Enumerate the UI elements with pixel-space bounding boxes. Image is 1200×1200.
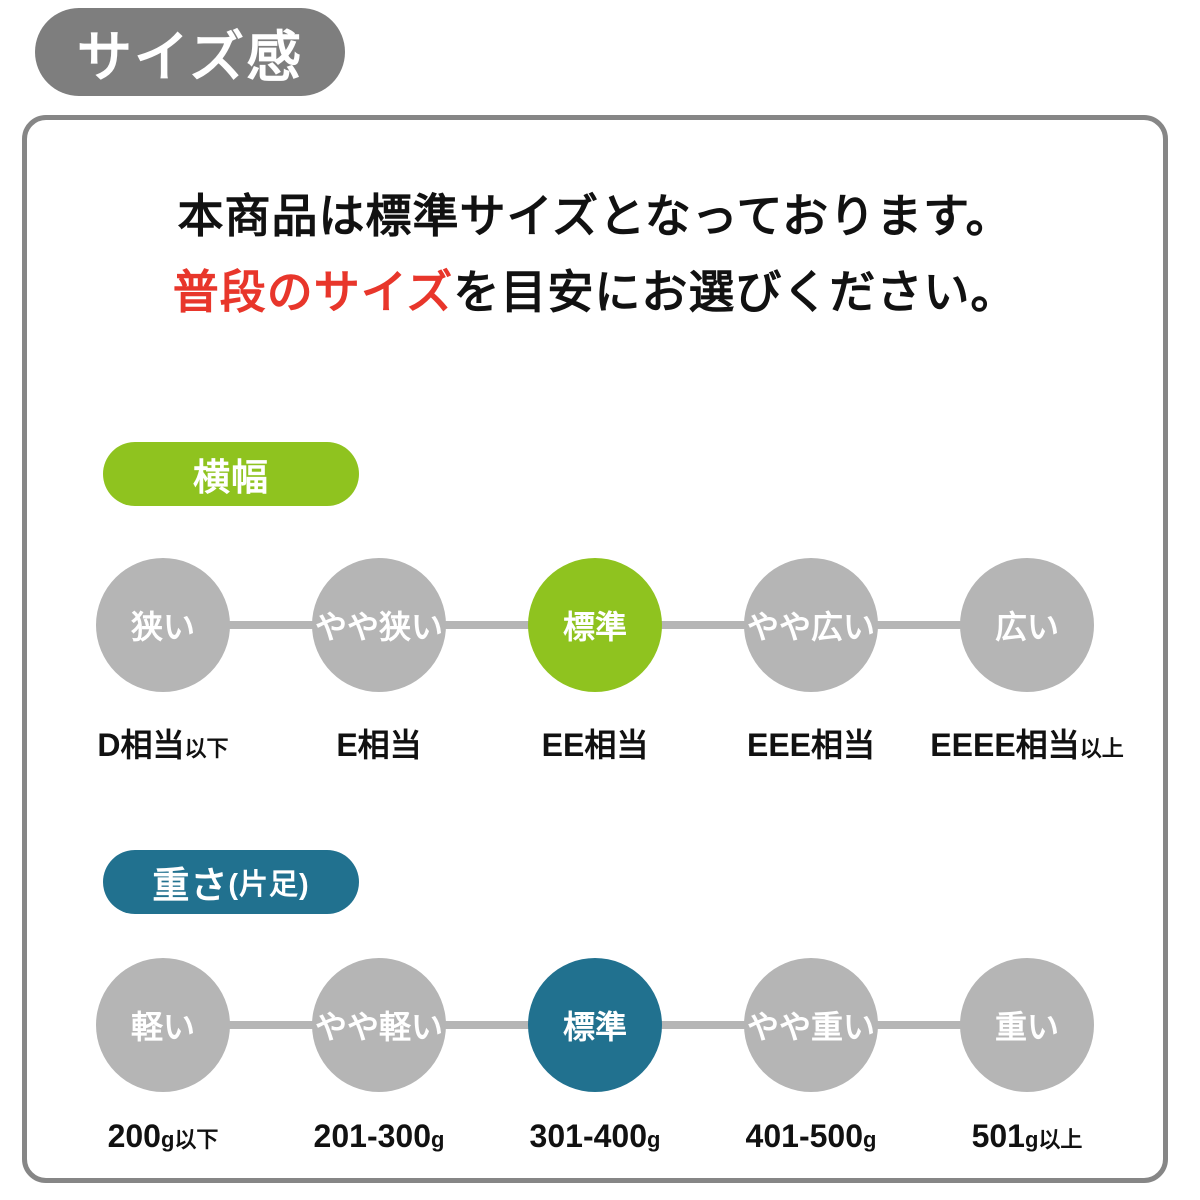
weight-dot-slightly-heavy: やや重い (744, 958, 878, 1092)
intro-line-1: 本商品は標準サイズとなっております。 (177, 190, 1013, 242)
weight-dot-heavy: 重い (960, 958, 1094, 1092)
page-title: サイズ感 (76, 26, 304, 88)
intro-line-2: 普段のサイズを目安にお選びください。 (27, 254, 1163, 330)
weight-label-5-suffix: g以上 (1024, 1126, 1083, 1152)
weight-scale-badge: 重さ (片足) (103, 850, 359, 914)
width-scale-labels: D相当 以下 E相当 EE相当 EEE相当 EEEE相当 以上 (55, 720, 1135, 766)
page-title-badge: サイズ感 (35, 8, 345, 96)
width-step-cell: 広い (919, 558, 1135, 692)
weight-label-3-suffix: g (646, 1126, 661, 1152)
weight-dot-standard-active: 標準 (528, 958, 662, 1092)
content-frame: 本商品は標準サイズとなっております。 普段のサイズを目安にお選びください。 横幅… (22, 115, 1168, 1183)
weight-dot-slightly-light: やや軽い (312, 958, 446, 1092)
width-dot-standard-active: 標準 (528, 558, 662, 692)
width-label-cell: EEE相当 (703, 720, 919, 766)
width-label-1-main: D相当 (97, 727, 185, 763)
width-label-1-suffix: 以下 (184, 736, 229, 761)
width-label-3: EE相当 (542, 720, 649, 766)
intro-rest: を目安にお選びください。 (453, 266, 1018, 318)
width-step-cell: 狭い (55, 558, 271, 692)
width-dot-wide: 広い (960, 558, 1094, 692)
width-label-cell: E相当 (271, 720, 487, 766)
weight-label-5-main: 501 (971, 1117, 1025, 1154)
weight-step-cell: 重い (919, 958, 1135, 1092)
weight-label-5: 501 g以上 (972, 1118, 1083, 1155)
width-label-4: EEE相当 (747, 720, 875, 766)
width-label-5-main: EEEE相当 (930, 727, 1080, 763)
weight-label-cell: 201-300 g (271, 1113, 487, 1159)
intro-text: 本商品は標準サイズとなっております。 普段のサイズを目安にお選びください。 (27, 178, 1163, 330)
weight-label-3-main: 301-400 (529, 1117, 647, 1154)
intro-highlight: 普段のサイズ (172, 266, 454, 318)
weight-label-1: 200 g以下 (108, 1118, 219, 1155)
weight-label-4-main: 401-500 (745, 1117, 863, 1154)
width-dot-slightly-wide: やや広い (744, 558, 878, 692)
width-label-cell: EE相当 (487, 720, 703, 766)
width-label-cell: EEEE相当 以上 (919, 720, 1135, 766)
width-step-cell: やや狭い (271, 558, 487, 692)
weight-step-cell: 軽い (55, 958, 271, 1092)
weight-label-cell: 501 g以上 (919, 1113, 1135, 1159)
width-dot-narrow: 狭い (96, 558, 230, 692)
width-label-2: E相当 (336, 720, 421, 766)
weight-scale-labels: 200 g以下 201-300 g 301-400 g 401-500 g 501 g以上 (55, 1113, 1135, 1159)
width-label-5: EEEE相当 以上 (930, 720, 1123, 766)
weight-step-cell: 標準 (487, 958, 703, 1092)
weight-label-4: 401-500 g (746, 1118, 877, 1155)
weight-label-cell: 401-500 g (703, 1113, 919, 1159)
width-step-cell: やや広い (703, 558, 919, 692)
width-scale-badge: 横幅 (103, 442, 359, 506)
weight-scale-dots: 軽い やや軽い 標準 やや重い 重い (55, 958, 1135, 1092)
weight-label-2: 201-300 g (314, 1118, 445, 1155)
width-label-4-main: EEE相当 (746, 727, 876, 763)
weight-label-2-suffix: g (430, 1126, 445, 1152)
weight-label-1-suffix: g以下 (160, 1126, 219, 1152)
width-label-1: D相当 以下 (97, 720, 228, 766)
weight-dot-light: 軽い (96, 958, 230, 1092)
weight-label-3: 301-400 g (530, 1118, 661, 1155)
width-scale-dots: 狭い やや狭い 標準 やや広い 広い (55, 558, 1135, 692)
weight-step-cell: やや重い (703, 958, 919, 1092)
width-label-3-main: EE相当 (541, 727, 649, 763)
width-dot-slightly-narrow: やや狭い (312, 558, 446, 692)
weight-scale-badge-suffix: (片足) (228, 869, 310, 901)
weight-label-1-main: 200 (107, 1117, 161, 1154)
weight-label-4-suffix: g (862, 1126, 877, 1152)
width-label-2-main: E相当 (336, 727, 422, 763)
weight-label-cell: 200 g以下 (55, 1113, 271, 1159)
width-label-cell: D相当 以下 (55, 720, 271, 766)
weight-label-2-main: 201-300 (313, 1117, 431, 1154)
weight-label-cell: 301-400 g (487, 1113, 703, 1159)
weight-step-cell: やや軽い (271, 958, 487, 1092)
width-step-cell: 標準 (487, 558, 703, 692)
width-scale-badge-label: 横幅 (193, 457, 269, 498)
weight-scale-badge-label: 重さ (152, 865, 229, 906)
width-label-5-suffix: 以上 (1079, 736, 1124, 761)
